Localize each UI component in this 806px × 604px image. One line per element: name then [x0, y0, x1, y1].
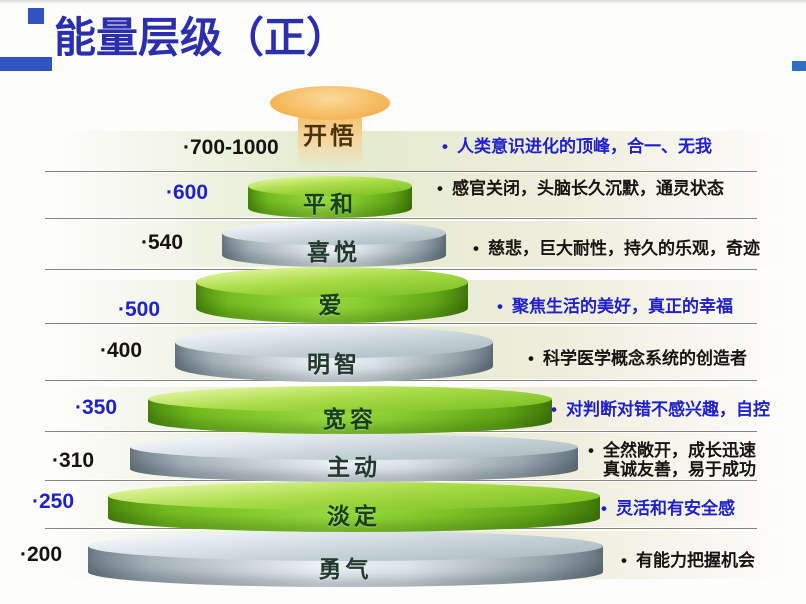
disc-top-surface — [108, 482, 600, 510]
header-accent-square — [28, 8, 44, 24]
bullet-icon: • — [442, 137, 448, 156]
bullet-icon: • — [621, 551, 627, 570]
disc-courage: 勇气 — [88, 531, 603, 587]
header-accent-bar-left — [0, 57, 52, 71]
desc-acceptance: • 对判断对错不感兴趣，自控 — [551, 400, 770, 419]
disc-willingness: 主动 — [130, 434, 578, 482]
disc-label-acceptance: 宽容 — [323, 406, 377, 432]
header-accent-bar-right — [792, 61, 806, 71]
page-title: 能量层级（正） — [54, 16, 349, 62]
disc-enlightenment — [270, 86, 390, 120]
desc-peace: • 感官关闭，头脑长久沉默，通灵状态 — [437, 179, 724, 198]
bullet-icon: • — [473, 239, 479, 258]
score-acceptance: ·350 — [75, 396, 118, 419]
disc-top-surface — [88, 531, 603, 561]
desc-willingness: • 全然敞开，成长迅速 真诚友善，易于成功 — [588, 441, 756, 479]
bullet-icon: • — [497, 297, 503, 316]
score-love: ·500 — [118, 298, 161, 321]
page-top-edge — [0, 0, 806, 4]
desc-joy: • 慈悲，巨大耐性，持久的乐观，奇迹 — [473, 239, 760, 258]
disc-reason: 明智 — [175, 326, 493, 382]
bullet-icon: • — [551, 400, 557, 419]
disc-peace: 平和 — [248, 176, 412, 218]
score-willingness: ·310 — [52, 449, 95, 472]
disc-label-willingness: 主动 — [327, 454, 381, 480]
disc-neutrality: 淡定 — [108, 482, 600, 532]
row-divider — [45, 171, 757, 172]
disc-love: 爱 — [196, 267, 468, 323]
row-divider — [45, 218, 757, 219]
disc-top-surface — [196, 267, 468, 297]
disc-top-surface — [248, 176, 412, 196]
disc-label-love: 爱 — [318, 292, 346, 318]
disc-acceptance: 宽容 — [148, 386, 552, 434]
disc-label-peace: 平和 — [303, 192, 357, 217]
score-reason: ·400 — [100, 339, 143, 362]
score-peace: ·600 — [166, 181, 209, 204]
disc-top-surface — [148, 386, 552, 412]
bullet-icon: • — [528, 349, 534, 368]
disc-top-surface — [130, 434, 578, 460]
disc-label-joy: 喜悦 — [307, 240, 361, 265]
row-divider — [45, 323, 757, 324]
score-neutrality: ·250 — [32, 490, 75, 513]
score-courage: ·200 — [20, 543, 63, 566]
bullet-icon: • — [588, 441, 594, 460]
disc-label-courage: 勇气 — [318, 556, 373, 582]
desc-enlightenment: • 人类意识进化的顶峰，合一、无我 — [442, 137, 712, 156]
disc-joy: 喜悦 — [222, 221, 446, 267]
desc-neutrality: • 灵活和有安全感 — [601, 499, 735, 518]
bullet-icon: • — [437, 179, 443, 198]
disc-top-surface — [222, 221, 446, 245]
score-joy: ·540 — [141, 231, 184, 254]
disc-label-neutrality: 淡定 — [327, 504, 381, 529]
desc-courage: • 有能力把握机会 — [621, 551, 755, 570]
row-band — [55, 131, 790, 171]
desc-love: • 聚焦生活的美好，真正的幸福 — [497, 297, 733, 316]
disc-label-reason: 明智 — [307, 352, 361, 377]
bullet-icon: • — [601, 499, 607, 518]
disc-top-surface — [175, 326, 493, 358]
row-band — [55, 173, 790, 217]
score-enlightenment: ·700-1000 — [183, 136, 279, 159]
disc-label-enlightenment: 开悟 — [303, 124, 357, 150]
desc-reason: • 科学医学概念系统的创造者 — [528, 349, 747, 368]
